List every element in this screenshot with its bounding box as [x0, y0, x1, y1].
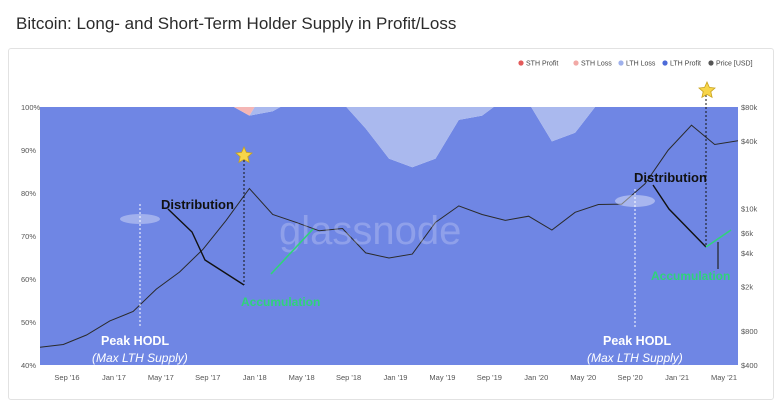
- chart-frame: STH Profit STH Loss LTH Loss LTH Profit Pric…: [8, 48, 774, 400]
- x-tick: Sep '18: [336, 373, 361, 382]
- x-tick: May '19: [429, 373, 455, 382]
- star-icon: [235, 146, 253, 164]
- x-tick: Jan '21: [665, 373, 689, 382]
- y-tick-right: $800: [741, 327, 758, 336]
- y-tick-right: $4k: [741, 249, 753, 258]
- x-tick: May '20: [570, 373, 596, 382]
- legend-label: STH Profit: [526, 61, 558, 68]
- area-lth-loss: [233, 107, 596, 168]
- star-icon: [698, 81, 716, 99]
- legend-swatch: [518, 60, 524, 66]
- x-tick: Sep '19: [477, 373, 502, 382]
- legend-label: STH Loss: [581, 61, 612, 68]
- y-tick-left: 70%: [21, 232, 36, 241]
- distribution-2-arrow: [652, 184, 707, 248]
- chart-svg: STH Profit STH Loss LTH Loss LTH Profit Pric…: [21, 60, 758, 382]
- y-tick-left: 60%: [21, 275, 36, 284]
- y-tick-left: 100%: [21, 103, 41, 112]
- y-axis-left: 40% 50% 60% 70% 80% 90% 100%: [21, 103, 41, 370]
- accumulation-1-arrow: [270, 228, 314, 275]
- peak-hodl-2-glow: [615, 195, 655, 207]
- x-tick: Sep '17: [195, 373, 220, 382]
- watermark: glassnode: [279, 209, 461, 253]
- y-tick-left: 90%: [21, 146, 36, 155]
- x-tick: Sep '20: [618, 373, 643, 382]
- y-tick-right: $400: [741, 361, 758, 370]
- x-tick: May '21: [711, 373, 737, 382]
- area-lth-profit: [40, 107, 738, 365]
- area-sth-loss: [233, 107, 255, 116]
- legend-label: LTH Loss: [626, 61, 656, 68]
- y-tick-right: $10k: [741, 204, 758, 213]
- y-tick-right: $2k: [741, 283, 753, 292]
- x-tick: Sep '16: [54, 373, 79, 382]
- distribution-1-arrow: [167, 208, 245, 286]
- x-tick: Jan '19: [384, 373, 408, 382]
- distribution-label-1: Distribution: [161, 197, 234, 212]
- y-tick-left: 40%: [21, 361, 36, 370]
- legend-label: LTH Profit: [670, 61, 701, 68]
- legend-swatch: [573, 60, 579, 66]
- legend-swatch: [708, 60, 714, 66]
- legend-swatch: [662, 60, 668, 66]
- x-tick: Jan '20: [524, 373, 548, 382]
- peak-hodl-sub-1: (Max LTH Supply): [92, 351, 188, 365]
- price-line: [40, 124, 738, 348]
- legend-label: Price [USD]: [716, 61, 753, 68]
- y-tick-left: 50%: [21, 318, 36, 327]
- chart-title: Bitcoin: Long- and Short-Term Holder Sup…: [16, 14, 457, 33]
- distribution-label-2: Distribution: [634, 170, 707, 185]
- plot-area: glassnode: [40, 107, 738, 365]
- y-tick-right: $40k: [741, 137, 758, 146]
- peak-hodl-1-glow: [120, 214, 160, 224]
- x-tick: May '18: [289, 373, 315, 382]
- accumulation-label-1: Accumulation: [241, 295, 320, 309]
- y-tick-right: $6k: [741, 229, 753, 238]
- accumulation-2-arrow: [705, 229, 732, 248]
- y-tick-right: $80k: [741, 103, 758, 112]
- peak-hodl-label-1: Peak HODL: [101, 334, 169, 348]
- peak-hodl-sub-2: (Max LTH Supply): [587, 351, 683, 365]
- x-tick: May '17: [148, 373, 174, 382]
- legend: STH Profit STH Loss LTH Loss LTH Profit Pric…: [518, 60, 753, 68]
- y-axis-right: $400 $800 $2k $4k $6k $10k $40k $80k: [741, 103, 758, 370]
- annotations: Distribution Distribution Accumulation A…: [92, 81, 732, 365]
- y-tick-left: 80%: [21, 189, 36, 198]
- peak-hodl-label-2: Peak HODL: [603, 334, 671, 348]
- x-tick: Jan '17: [102, 373, 126, 382]
- x-tick: Jan '18: [243, 373, 267, 382]
- accumulation-label-2: Accumulation: [651, 269, 730, 283]
- legend-swatch: [618, 60, 624, 66]
- x-axis: Sep '16 Jan '17 May '17 Sep '17 Jan '18 May '…: [54, 373, 737, 382]
